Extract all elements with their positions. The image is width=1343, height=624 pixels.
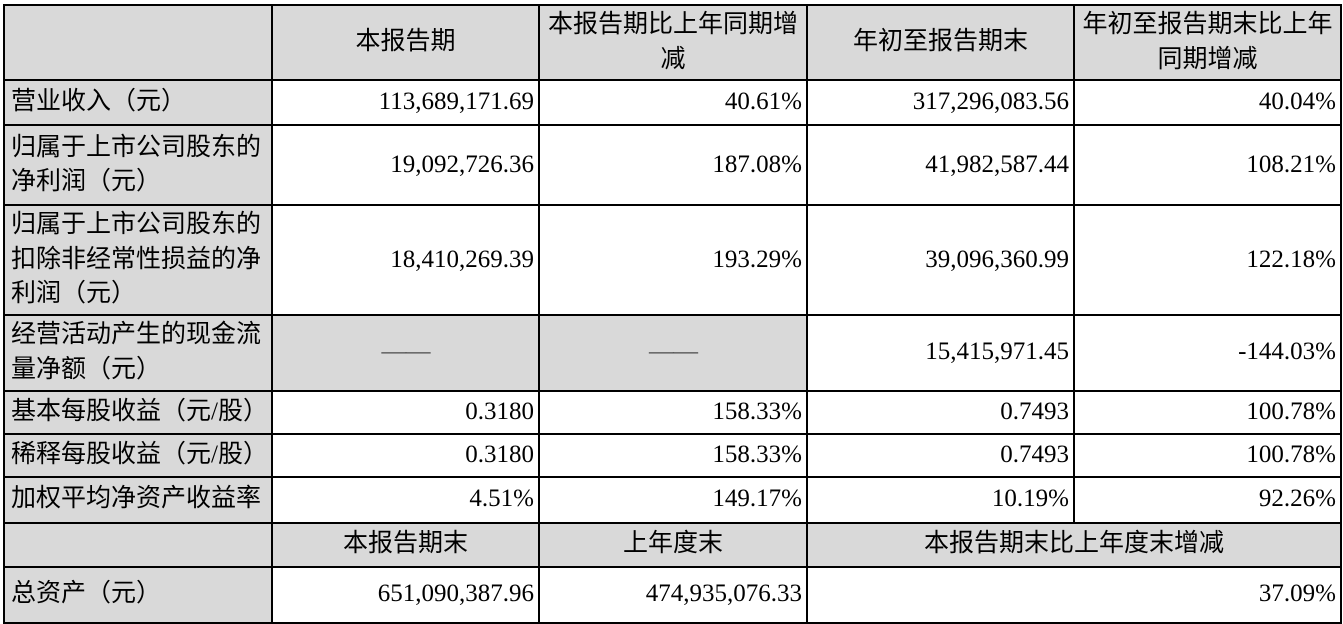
value-cell: 158.33% (538, 389, 808, 435)
dash-cell: —— (271, 313, 540, 392)
row-label: 归属于上市公司股东的扣除非经常性损益的净利润（元） (3, 204, 273, 316)
column-header-current-period-end: 本报告期末 (271, 521, 540, 568)
financial-summary-table-container: 本报告期 本报告期比上年同期增减 年初至报告期末 年初至报告期末比上年同期增减 … (3, 4, 1342, 624)
value-cell: 40.61% (538, 79, 808, 126)
row-label: 加权平均净资产收益率 (3, 475, 273, 524)
column-header-current-period-yoy-change: 本报告期比上年同期增减 (538, 4, 808, 81)
table-secondary-header-row: 本报告期末 上年度末 本报告期末比上年度末增减 (3, 521, 1342, 568)
column-header-current-period: 本报告期 (271, 4, 540, 81)
value-cell: 187.08% (538, 124, 808, 206)
row-label: 总资产（元） (3, 565, 273, 624)
value-cell: 113,689,171.69 (271, 79, 540, 126)
value-cell: 317,296,083.56 (806, 79, 1075, 126)
table-row-diluted-eps: 稀释每股收益（元/股） 0.3180 158.33% 0.7493 100.78… (3, 432, 1342, 478)
row-label: 营业收入（元） (3, 79, 273, 126)
value-cell: 92.26% (1073, 475, 1342, 524)
table-row-operating-cash-flow: 经营活动产生的现金流量净额（元） —— —— 15,415,971.45 -14… (3, 313, 1342, 392)
row-label: 归属于上市公司股东的净利润（元） (3, 124, 273, 206)
table-row-total-assets: 总资产（元） 651,090,387.96 474,935,076.33 37.… (3, 565, 1342, 624)
value-cell: 651,090,387.96 (271, 565, 540, 624)
corner-cell (3, 521, 273, 568)
value-cell: 4.51% (271, 475, 540, 524)
value-cell: 15,415,971.45 (806, 313, 1075, 392)
column-header-prior-year-end: 上年度末 (538, 521, 808, 568)
row-label: 经营活动产生的现金流量净额（元） (3, 313, 273, 392)
value-cell: 0.3180 (271, 389, 540, 435)
value-cell: 37.09% (806, 565, 1342, 624)
value-cell: 0.7493 (806, 389, 1075, 435)
corner-cell (3, 4, 273, 81)
table-header-row: 本报告期 本报告期比上年同期增减 年初至报告期末 年初至报告期末比上年同期增减 (3, 4, 1342, 81)
value-cell: 18,410,269.39 (271, 204, 540, 316)
row-label: 基本每股收益（元/股） (3, 389, 273, 435)
value-cell: -144.03% (1073, 313, 1342, 392)
value-cell: 10.19% (806, 475, 1075, 524)
value-cell: 40.04% (1073, 79, 1342, 126)
table-row-net-profit: 归属于上市公司股东的净利润（元） 19,092,726.36 187.08% 4… (3, 124, 1342, 206)
row-label: 稀释每股收益（元/股） (3, 432, 273, 478)
column-header-period-end-change: 本报告期末比上年度末增减 (806, 521, 1342, 568)
value-cell: 41,982,587.44 (806, 124, 1075, 206)
value-cell: 474,935,076.33 (538, 565, 808, 624)
value-cell: 0.7493 (806, 432, 1075, 478)
financial-summary-table: 本报告期 本报告期比上年同期增减 年初至报告期末 年初至报告期末比上年同期增减 … (3, 4, 1342, 624)
value-cell: 158.33% (538, 432, 808, 478)
column-header-year-to-date-yoy-change: 年初至报告期末比上年同期增减 (1073, 4, 1342, 81)
value-cell: 100.78% (1073, 432, 1342, 478)
value-cell: 100.78% (1073, 389, 1342, 435)
value-cell: 39,096,360.99 (806, 204, 1075, 316)
value-cell: 193.29% (538, 204, 808, 316)
value-cell: 108.21% (1073, 124, 1342, 206)
table-row-deducted-net-profit: 归属于上市公司股东的扣除非经常性损益的净利润（元） 18,410,269.39 … (3, 204, 1342, 316)
value-cell: 122.18% (1073, 204, 1342, 316)
value-cell: 149.17% (538, 475, 808, 524)
value-cell: 0.3180 (271, 432, 540, 478)
value-cell: 19,092,726.36 (271, 124, 540, 206)
table-row-basic-eps: 基本每股收益（元/股） 0.3180 158.33% 0.7493 100.78… (3, 389, 1342, 435)
table-row-weighted-average-roe: 加权平均净资产收益率 4.51% 149.17% 10.19% 92.26% (3, 475, 1342, 524)
table-row-revenue: 营业收入（元） 113,689,171.69 40.61% 317,296,08… (3, 79, 1342, 126)
dash-cell: —— (538, 313, 808, 392)
column-header-year-to-date: 年初至报告期末 (806, 4, 1075, 81)
